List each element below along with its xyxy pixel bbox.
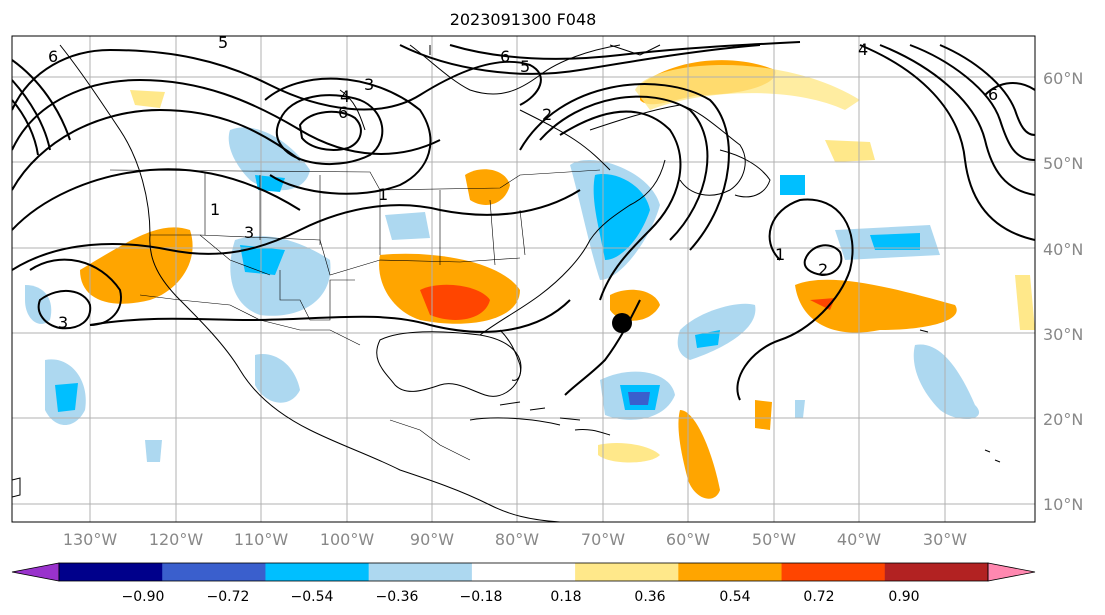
contour-label: 6: [338, 103, 348, 122]
colorbar-labels: −0.90 −0.72 −0.54 −0.36 −0.18 0.18 0.36 …: [122, 589, 920, 605]
map-frame: [11, 35, 1036, 523]
lon-label: 80°W: [495, 530, 539, 549]
lon-label: 130°W: [63, 530, 118, 549]
contour-label: 1: [378, 185, 388, 204]
colorbar-tick-label: 0.18: [550, 589, 581, 605]
lat-label: 20°N: [1043, 410, 1083, 429]
colorbar-arrow-low: [11, 562, 60, 582]
colorbar-segment: [368, 563, 473, 581]
contour-label: 2: [542, 105, 552, 124]
contour-label: 4: [340, 87, 350, 106]
map-title: 2023091300 F048: [449, 10, 597, 29]
contour-label: 3: [364, 75, 374, 94]
contour-label: 3: [244, 223, 254, 242]
contour-label: 1: [775, 245, 785, 264]
longitude-labels: 130°W 120°W 110°W 100°W 90°W 80°W 70°W 6…: [63, 530, 967, 549]
anomaly-shading: [25, 60, 1035, 499]
lon-label: 90°W: [410, 530, 454, 549]
colorbar-segment: [59, 563, 163, 581]
lon-label: 50°W: [752, 530, 796, 549]
colorbar-tick-label: 0.72: [803, 589, 834, 605]
latitude-labels: 60°N 50°N 40°N 30°N 20°N 10°N: [1043, 69, 1083, 514]
lon-label: 60°W: [666, 530, 710, 549]
lat-label: 60°N: [1043, 69, 1083, 88]
storm-marker: [612, 313, 632, 333]
contour-label: 5: [218, 33, 228, 52]
lon-label: 110°W: [234, 530, 289, 549]
colorbar-tick-label: 0.54: [719, 589, 750, 605]
lat-label: 10°N: [1043, 495, 1083, 514]
colorbar-segment: [575, 563, 679, 581]
colorbar-segment: [678, 563, 783, 581]
lon-label: 40°W: [837, 530, 881, 549]
contour-label: 4: [858, 40, 868, 59]
contour-label: 6: [988, 85, 998, 104]
lat-label: 50°N: [1043, 154, 1083, 173]
colorbar-segment: [471, 563, 576, 581]
lon-label: 30°W: [923, 530, 967, 549]
colorbar-tick-label: −0.18: [460, 589, 503, 605]
colorbar: [11, 562, 1036, 582]
contour-label: 2: [818, 260, 828, 279]
colorbar-tick-label: −0.90: [122, 589, 165, 605]
colorbar-tick-label: −0.36: [376, 589, 419, 605]
coastlines: [12, 44, 1001, 522]
colorbar-outline: [58, 562, 989, 582]
colorbar-tick-label: 0.90: [888, 589, 919, 605]
colorbar-segment: [162, 563, 266, 581]
lon-label: 120°W: [149, 530, 204, 549]
contour-labels: 5 6 3 4 6 2 6 5 4 6 1 3 1 3 1 2: [48, 33, 998, 332]
colorbar-tick-label: −0.54: [291, 589, 334, 605]
map-area: 5 6 3 4 6 2 6 5 4 6 1 3 1 3 1 2: [12, 33, 1035, 522]
lon-label: 100°W: [320, 530, 375, 549]
colorbar-segment: [265, 563, 370, 581]
colorbar-segment: [884, 563, 989, 581]
gridlines: [12, 36, 1035, 522]
lat-label: 30°N: [1043, 325, 1083, 344]
contour-label: 5: [520, 57, 530, 76]
colorbar-arrow-high: [987, 562, 1036, 582]
contour-label: 1: [210, 200, 220, 219]
lon-label: 70°W: [581, 530, 625, 549]
contour-label: 6: [48, 47, 58, 66]
contour-label: 6: [500, 47, 510, 66]
lat-label: 40°N: [1043, 240, 1083, 259]
colorbar-tick-label: −0.72: [207, 589, 250, 605]
height-contours: [12, 41, 1035, 401]
colorbar-segment: [781, 563, 886, 581]
colorbar-tick-label: 0.36: [634, 589, 665, 605]
contour-label: 3: [58, 313, 68, 332]
